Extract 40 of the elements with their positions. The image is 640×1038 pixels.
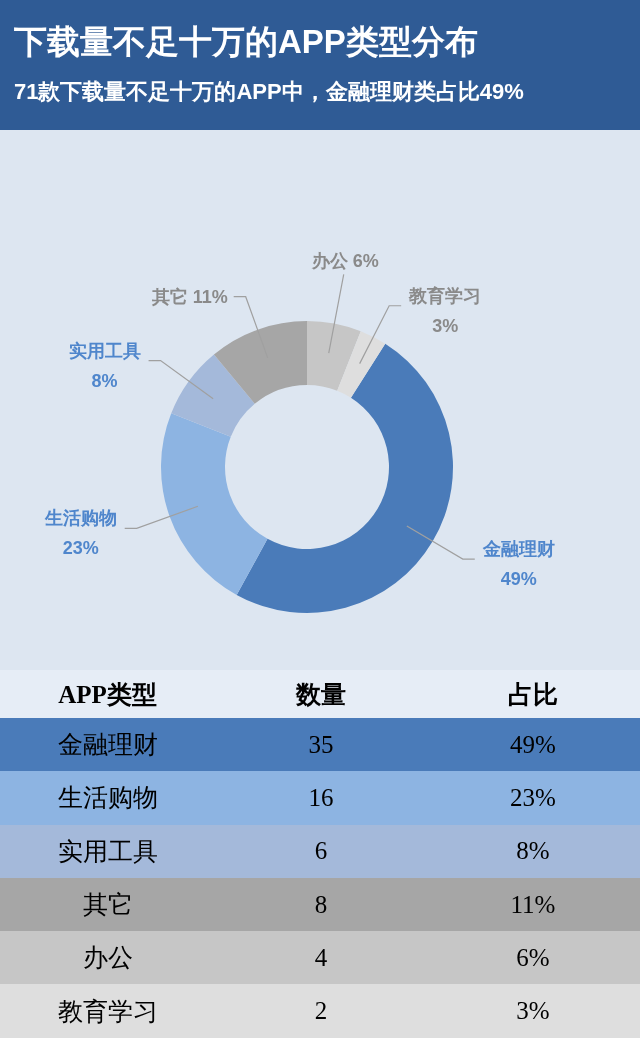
slice-label: 生活购物 [43, 508, 117, 529]
text: 6 [313, 837, 329, 866]
text: 3% [516, 997, 550, 1025]
text: 49% [510, 730, 556, 758]
slice-label: 金融理财 [481, 539, 555, 560]
data-label: 8% [91, 370, 118, 391]
slice-label: 其它 [151, 286, 188, 307]
text: 11% [510, 890, 556, 918]
slice-label: 教育学习 [408, 284, 482, 306]
category-label: 其它 [82, 891, 133, 919]
text: 2 [313, 997, 329, 1026]
donut-slice [171, 354, 255, 437]
category-label: 教育学习 [57, 997, 158, 1025]
data-label: 3% [432, 315, 459, 336]
data-label: 11% [192, 286, 228, 307]
text: 4 [313, 943, 329, 972]
text: 35 [307, 730, 335, 759]
slice-label: 实用工具 [68, 340, 141, 361]
slice-label: 办公 [311, 250, 348, 271]
category-label: 生活购物 [57, 784, 158, 812]
category-label: 办公 [82, 944, 133, 972]
text: 6% [516, 943, 550, 971]
text: 8% [516, 837, 550, 865]
donut-slice [307, 321, 361, 391]
chart-title: 下载量不足十万的APP类型分布 [14, 22, 479, 62]
text: 23% [510, 783, 556, 811]
category-label: 金融理财 [57, 731, 158, 759]
category-label: 实用工具 [57, 837, 158, 865]
data-label: 49% [500, 569, 537, 590]
text: 8 [313, 890, 329, 919]
data-label: 6% [352, 250, 379, 271]
donut-slice [236, 343, 453, 613]
donut-slice [161, 413, 268, 595]
data-label: 23% [62, 538, 99, 559]
text: 占比 [507, 679, 559, 710]
text: 16 [307, 783, 335, 812]
donut-slice [337, 331, 386, 398]
text: 数量 [295, 679, 347, 710]
chart-subtitle: 71款下载量不足十万的APP中，金融理财类占比49% [14, 78, 525, 106]
text: APP类型 [57, 679, 158, 710]
